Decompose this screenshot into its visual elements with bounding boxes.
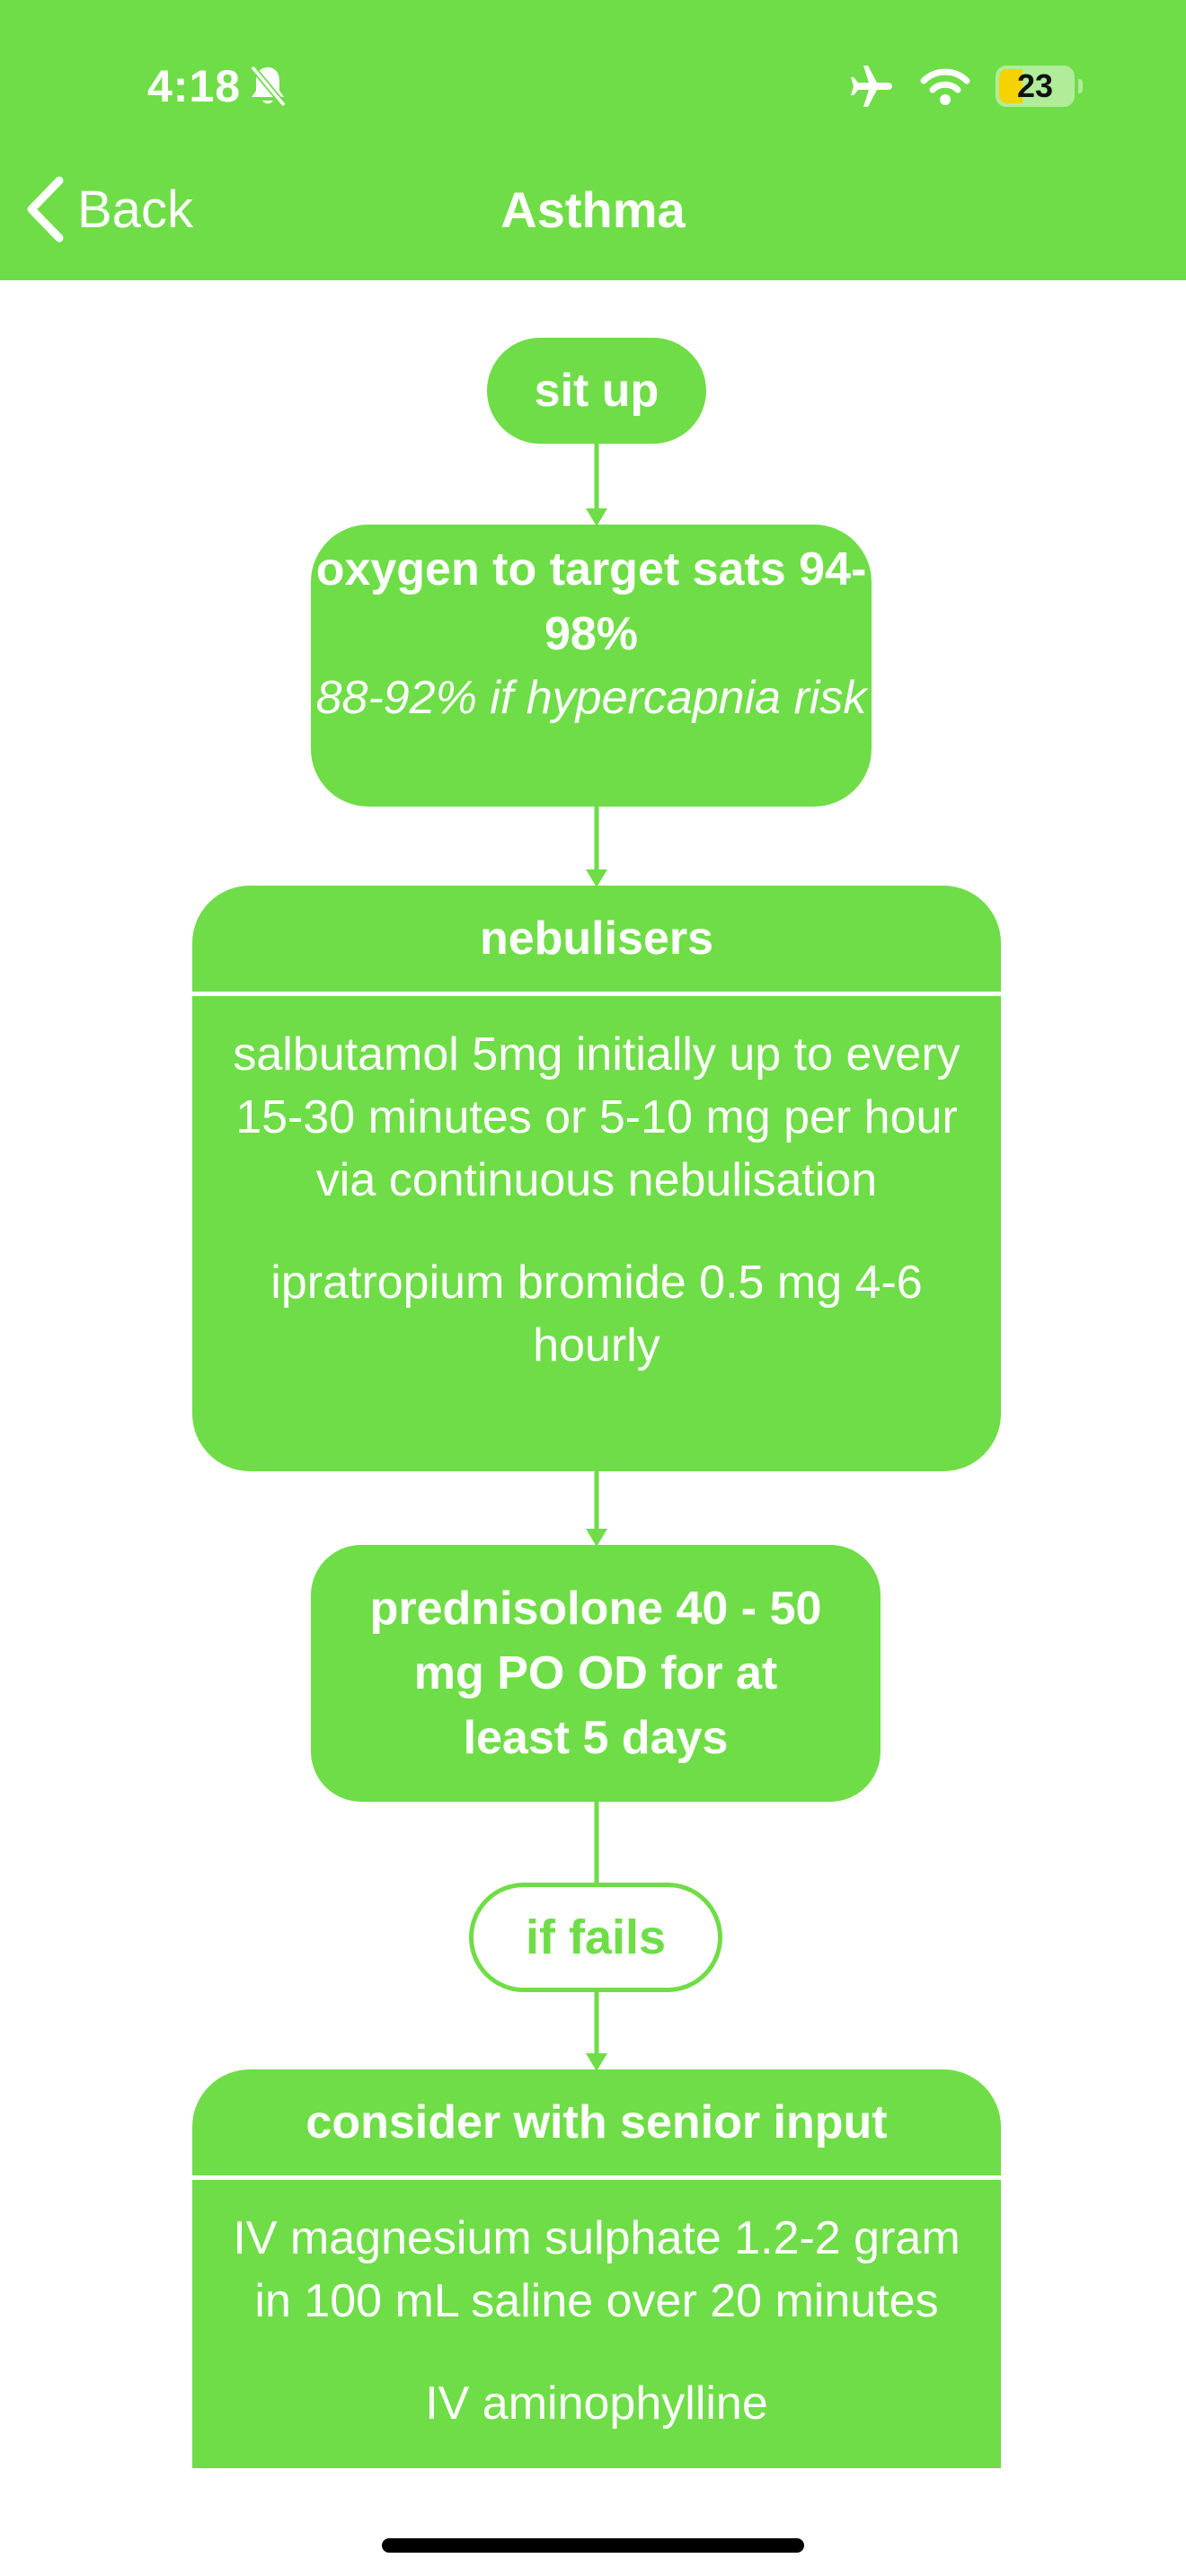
oxygen-note: 88-92% if hypercapnia risk (315, 672, 867, 724)
oxygen-title: oxygen to target sats 94-98% (315, 543, 867, 660)
page-title: Asthma (500, 181, 686, 238)
clock: 4:18 (147, 61, 242, 111)
status-bar-time: 4:18 (147, 57, 288, 115)
bell-slash-icon (250, 65, 287, 108)
app-header: 4:18 23 Back Asthma (0, 0, 1186, 280)
status-icons: 23 (848, 57, 1083, 115)
battery-indicator: 23 (996, 66, 1083, 107)
nebulisers-title: nebulisers (192, 886, 1001, 996)
flowchart: sit up oxygen to target sats 94-98% 88-9… (0, 280, 1186, 2468)
back-button[interactable]: Back (25, 169, 193, 250)
airplane-mode-icon (851, 66, 892, 107)
ipratropium-text: ipratropium bromide 0.5 mg 4-6 hourly (270, 1257, 923, 1372)
step-senior-input: consider with senior input IV magnesium … (192, 2069, 1001, 2468)
battery-level: 23 (1016, 67, 1054, 104)
step-nebulisers: nebulisers salbutamol 5mg initially up t… (192, 886, 1001, 1471)
back-label: Back (77, 180, 193, 239)
step-sit-up: sit up (487, 338, 706, 444)
home-indicator[interactable] (382, 2538, 804, 2553)
senior-input-title: consider with senior input (192, 2069, 1001, 2180)
salbutamol-text: salbutamol 5mg initially up to every 15-… (233, 1028, 960, 1206)
aminophylline-text: IV aminophylline (425, 2378, 768, 2430)
condition-if-fails: if fails (469, 1883, 722, 1992)
step-prednisolone: prednisolone 40 - 50 mg PO OD for at lea… (311, 1545, 881, 1802)
step-oxygen: oxygen to target sats 94-98% 88-92% if h… (311, 525, 872, 807)
magnesium-text: IV magnesium sulphate 1.2-2 gram in 100 … (233, 2212, 960, 2327)
flow-connectors (586, 444, 607, 2071)
chevron-left-icon (27, 176, 64, 243)
wifi-icon (920, 68, 970, 105)
